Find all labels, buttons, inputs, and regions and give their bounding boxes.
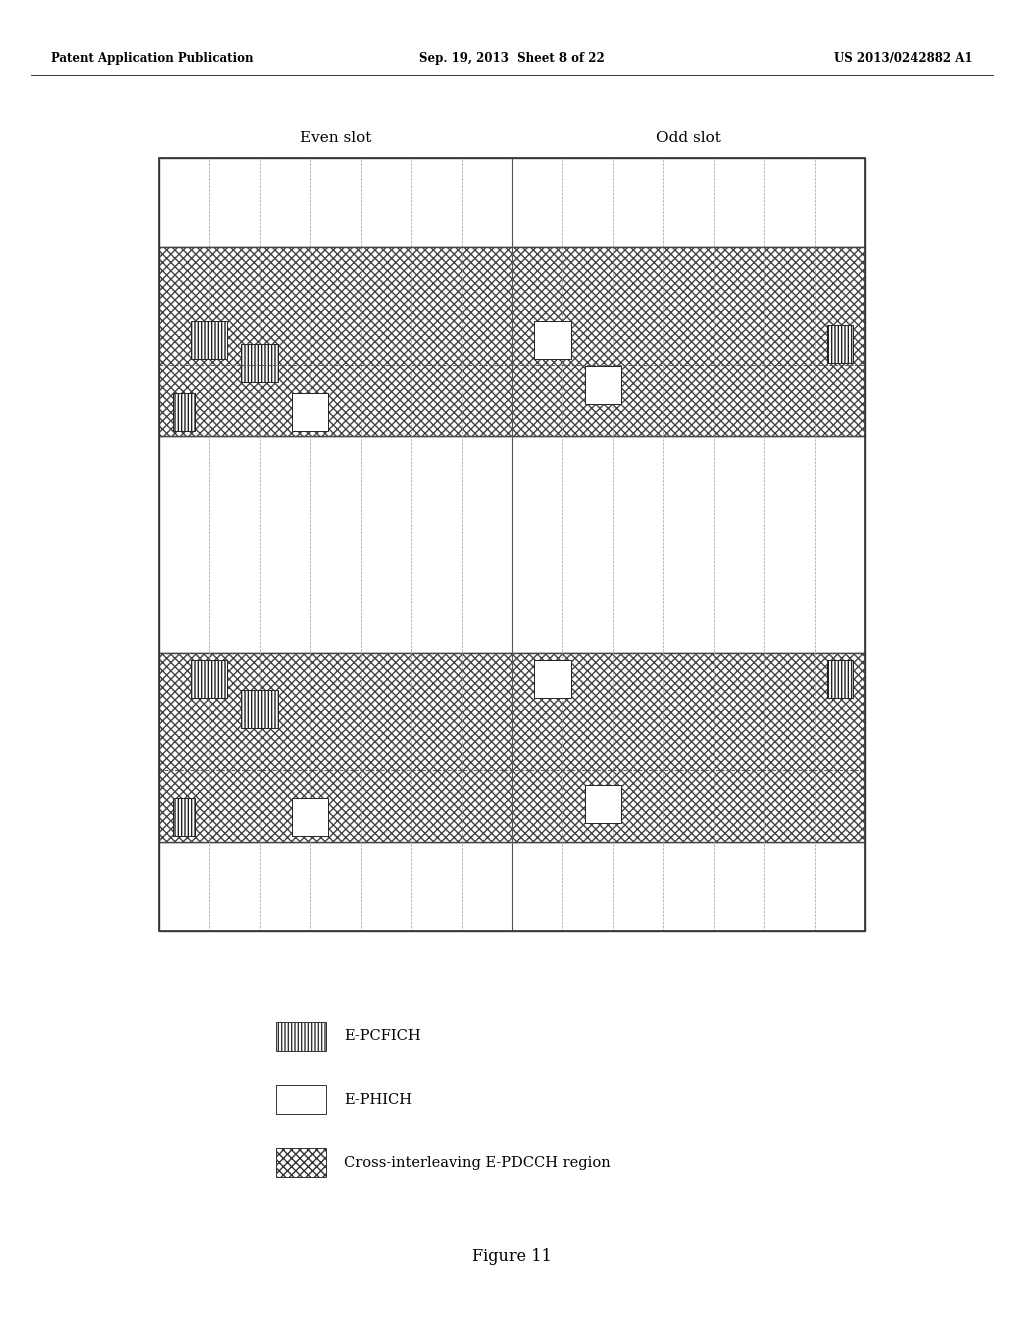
Bar	[173, 393, 195, 430]
Bar	[159, 437, 865, 652]
Bar	[292, 393, 329, 430]
Bar	[159, 158, 865, 931]
Text: E-PCFICH: E-PCFICH	[344, 1030, 421, 1043]
Text: Even slot: Even slot	[300, 131, 371, 145]
Bar	[827, 325, 853, 363]
Bar	[159, 158, 865, 247]
Bar	[159, 247, 865, 437]
Bar	[535, 321, 570, 359]
Bar	[276, 1022, 326, 1051]
Bar	[191, 660, 227, 698]
Bar	[827, 660, 853, 698]
Bar	[242, 690, 278, 729]
Text: Odd slot: Odd slot	[656, 131, 721, 145]
Text: Sep. 19, 2013  Sheet 8 of 22: Sep. 19, 2013 Sheet 8 of 22	[419, 51, 605, 65]
Text: E-PHICH: E-PHICH	[344, 1093, 412, 1106]
Bar	[276, 1085, 326, 1114]
Bar	[585, 367, 621, 404]
Bar	[276, 1148, 326, 1177]
Text: US 2013/0242882 A1: US 2013/0242882 A1	[835, 51, 973, 65]
Bar	[159, 842, 865, 931]
Bar	[535, 660, 570, 698]
Text: Cross-interleaving E-PDCCH region: Cross-interleaving E-PDCCH region	[344, 1156, 610, 1170]
Text: Patent Application Publication: Patent Application Publication	[51, 51, 254, 65]
Bar	[191, 321, 227, 359]
Bar	[159, 652, 865, 842]
Bar	[242, 343, 278, 381]
Bar	[173, 799, 195, 836]
Bar	[292, 799, 329, 836]
Text: Figure 11: Figure 11	[472, 1249, 552, 1265]
Bar	[585, 785, 621, 822]
